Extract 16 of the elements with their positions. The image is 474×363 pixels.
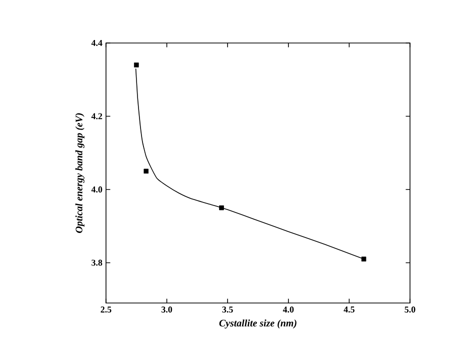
y-tick-label: 3.8 (92, 260, 102, 266)
x-tick-label: 4.5 (344, 306, 354, 313)
x-tick-label: 3.5 (222, 306, 233, 313)
x-tick-label: 4.0 (282, 306, 294, 313)
y-axis-title: Optical energy band gap (eV) (75, 113, 84, 233)
point (219, 205, 224, 210)
x-tick-label: 3.0 (162, 306, 172, 313)
point (134, 62, 139, 68)
x-tick-label: 2.5 (100, 306, 112, 313)
y-tick-label: 4.0 (91, 186, 102, 193)
y-tick-label: 4.4 (91, 40, 102, 46)
point (361, 256, 366, 262)
x-tick-label: 5.0 (404, 306, 416, 313)
x-axis-title: Cystallite size (nm) (219, 319, 296, 329)
y-tick-label: 4.2 (91, 113, 102, 120)
point (144, 168, 149, 174)
